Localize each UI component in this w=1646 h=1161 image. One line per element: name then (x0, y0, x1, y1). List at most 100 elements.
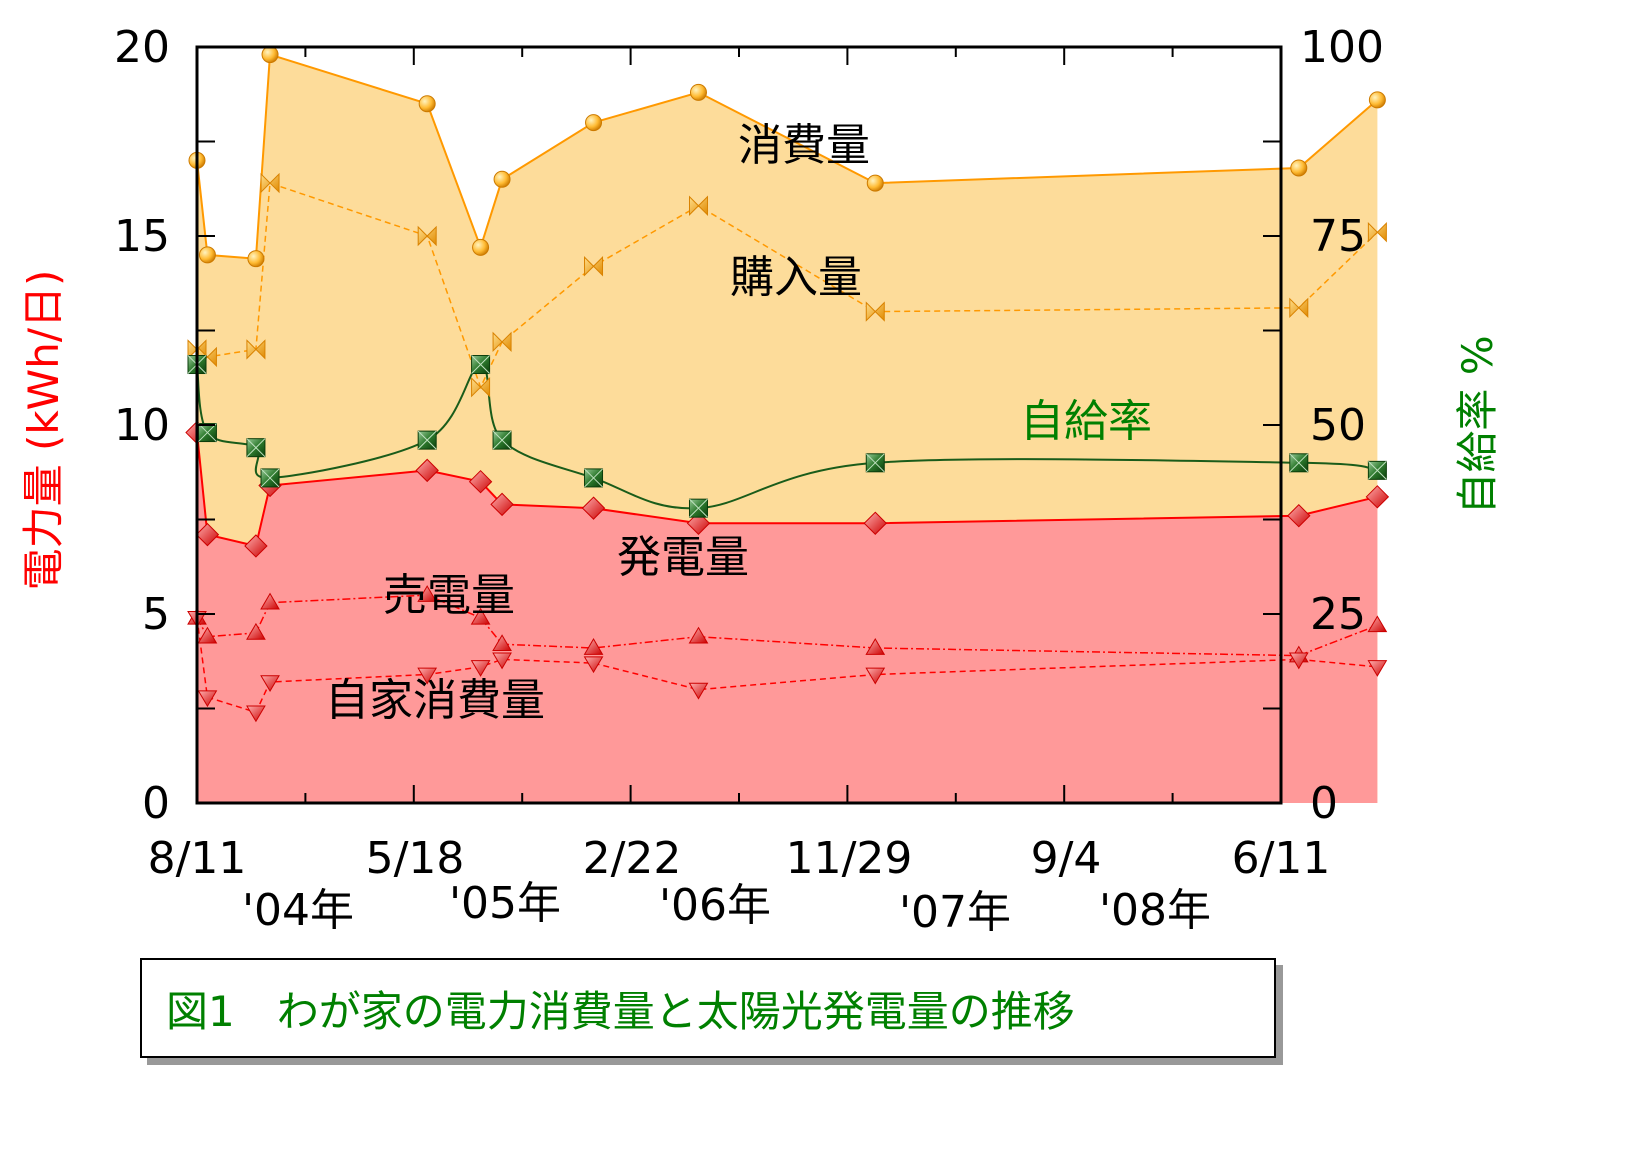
y-right-tick-25: 25 (1310, 589, 1366, 640)
label-generation: 発電量 (617, 532, 749, 583)
self-sufficiency-point-cross (865, 453, 885, 473)
self-sufficiency-point-cross (471, 355, 490, 374)
self-consumption-point (688, 682, 709, 700)
y-left-tick-labels: 0 5 10 15 20 (114, 22, 170, 829)
generation-point (863, 511, 887, 535)
series-markers (185, 46, 1390, 723)
self-sufficiency-point-cross (260, 468, 280, 488)
self-consumption-point (197, 690, 218, 708)
label-self-sufficiency: 自給率 (1020, 396, 1152, 447)
label-sold: 売電量 (383, 570, 515, 621)
consumption-point (261, 46, 279, 64)
self-consumption-point (865, 667, 886, 685)
sold-point (260, 592, 280, 610)
self-sufficiency-point-cross (584, 468, 603, 488)
label-consumption: 消費量 (738, 120, 870, 171)
self-sufficiency-point-cross (492, 430, 512, 450)
label-purchase: 購入量 (730, 252, 862, 303)
consumption-point (493, 170, 511, 188)
year-label-04: '04年 (242, 885, 354, 936)
y-left-axis-title: 電力量 (kWh/日) (19, 270, 68, 591)
purchase-point (584, 256, 604, 277)
y-right-tick-75: 75 (1310, 211, 1366, 262)
self-consumption-point (492, 652, 512, 670)
x-year-labels: '04年 '05年 '06年 '07年 '08年 (242, 878, 1211, 938)
self-sufficiency-point-cross (1368, 461, 1387, 480)
consumption-point (198, 246, 216, 264)
self-consumption-point (260, 675, 280, 693)
y-left-tick-20: 20 (114, 22, 170, 73)
self-sufficiency-point-cross (1289, 453, 1309, 473)
sold-point (470, 607, 491, 625)
sold-point (1367, 615, 1388, 633)
sold-point (688, 626, 709, 644)
purchase-point (1367, 222, 1387, 243)
generation-point (1365, 485, 1390, 509)
consumption-point (866, 174, 884, 192)
x-tick-2-22: 2/22 (583, 833, 682, 884)
y-right-tick-100: 100 (1300, 22, 1384, 73)
self-sufficiency-point-cross (689, 498, 708, 518)
consumption-point (1368, 91, 1386, 109)
y-right-tick-labels: 0 25 50 75 100 (1300, 22, 1384, 829)
year-label-07: '07年 (899, 887, 1011, 938)
consumption-point (247, 250, 265, 268)
figure-caption-box: 図1 わが家の電力消費量と太陽光発電量の推移 (140, 958, 1276, 1058)
self-consumption-point (417, 667, 438, 685)
sold-point (583, 638, 604, 655)
consumption-point (1290, 159, 1308, 177)
generation-point (244, 534, 268, 558)
self-sufficiency-point-cross (246, 438, 266, 458)
purchase-point (246, 339, 266, 360)
y-left-tick-10: 10 (114, 400, 170, 451)
consumption-point (689, 83, 707, 101)
figure-caption: 図1 わが家の電力消費量と太陽光発電量の推移 (166, 986, 1075, 1036)
y-left-tick-5: 5 (142, 589, 170, 640)
purchase-point (260, 172, 280, 194)
y-left-tick-15: 15 (114, 211, 170, 262)
purchase-point (865, 301, 885, 322)
generation-area (197, 432, 1378, 803)
y-right-tick-50: 50 (1310, 400, 1366, 451)
generation-point (490, 492, 514, 517)
self-sufficiency-line (196, 363, 1378, 510)
self-consumption-point (470, 660, 491, 677)
generation-point (468, 469, 493, 494)
purchase-point (492, 331, 512, 353)
purchase-point (471, 376, 491, 398)
self-consumption-point (1288, 652, 1309, 670)
y-right-tick-0: 0 (1310, 778, 1338, 829)
self-consumption-point (1367, 660, 1388, 677)
x-tick-8-11: 8/11 (148, 833, 247, 884)
y-right-axis-title: 自給率 % (1453, 335, 1502, 514)
sold-point (246, 622, 266, 640)
sold-point (492, 634, 512, 652)
purchase-point (417, 225, 437, 247)
purchase-point (1289, 297, 1309, 319)
generation-point (415, 458, 439, 483)
consumption-point (418, 95, 436, 113)
generation-point (581, 496, 606, 520)
x-date-tick-labels: 8/11 5/18 2/22 11/29 9/4 6/11 (148, 833, 1331, 884)
generation-point (1287, 504, 1311, 528)
sold-point (417, 585, 438, 602)
label-self-consumption: 自家消費量 (325, 675, 545, 726)
y-left-tick-0: 0 (142, 778, 170, 829)
sold-point (865, 638, 886, 655)
year-label-05: '05年 (449, 878, 561, 929)
self-sufficiency-point-cross (417, 430, 437, 450)
sold-point (197, 626, 218, 644)
consumption-point (585, 114, 603, 132)
self-consumption-line (196, 617, 1378, 714)
x-tick-9-4: 9/4 (1031, 833, 1102, 884)
x-tick-5-18: 5/18 (366, 833, 465, 884)
purchase-point (688, 195, 708, 216)
generation-point (195, 522, 220, 547)
axis-ticks (196, 46, 1282, 804)
year-label-08: '08年 (1099, 885, 1211, 936)
x-tick-11-29: 11/29 (786, 833, 913, 884)
generation-point (686, 511, 711, 535)
area-fills (197, 54, 1378, 804)
self-consumption-point (583, 656, 604, 674)
